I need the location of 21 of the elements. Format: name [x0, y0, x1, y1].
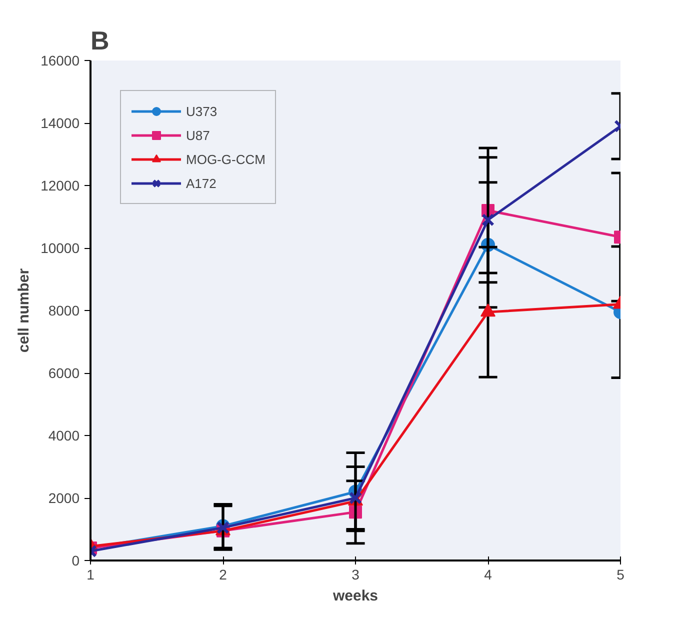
x-tick-label: 2 — [219, 566, 228, 582]
chart-title: B — [90, 26, 110, 56]
x-tick-label: 5 — [616, 566, 625, 582]
x-tick-label: 1 — [86, 566, 95, 582]
x-axis-title: weeks — [332, 588, 378, 604]
y-tick-label: 14000 — [40, 115, 80, 131]
legend-label: MOG-G-CCM — [186, 152, 266, 166]
y-tick-label: 16000 — [40, 52, 80, 68]
y-tick-label: 6000 — [48, 365, 80, 381]
legend-label: U373 — [186, 104, 218, 118]
y-tick-label: 10000 — [40, 240, 80, 256]
legend-label: A172 — [186, 176, 216, 190]
x-tick-label: 4 — [484, 566, 492, 582]
legend-label: U87 — [186, 128, 210, 142]
y-tick-label: 8000 — [48, 302, 80, 318]
y-tick-label: 2000 — [48, 490, 80, 506]
y-axis-title: cell number — [16, 268, 33, 353]
y-tick-label: 4000 — [48, 428, 80, 444]
y-tick-label: 0 — [72, 552, 80, 568]
x-tick-label: 3 — [352, 566, 360, 582]
y-tick-label: 12000 — [40, 178, 80, 194]
